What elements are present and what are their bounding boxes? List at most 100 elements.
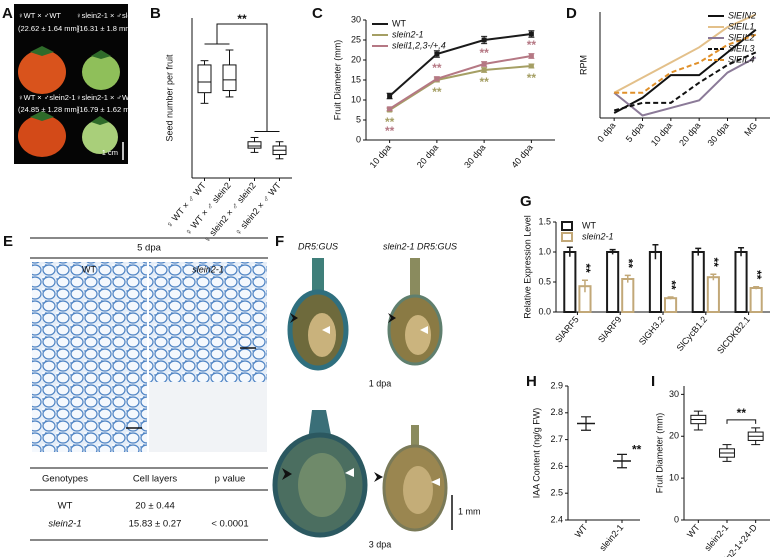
ovule-region [308,313,336,357]
significance: ** [579,264,593,274]
error-bar [753,286,760,290]
ovule-region [298,453,346,517]
table-header: Cell layers [133,474,178,485]
legend-label: WT [582,220,596,230]
x-tick-label: 0 dpa [595,120,617,144]
x-tick-label: 30 dpa [462,142,487,170]
series-line [613,13,757,94]
bar [706,276,720,314]
y-axis-label: IAA Content (ng/g FW) [531,408,541,499]
panel-letter: F [275,233,284,250]
y-tick-label: 20 [351,54,361,64]
significance: ** [750,270,764,280]
marker [387,93,393,99]
significance: ** [479,75,489,89]
ovule-region [405,315,431,355]
arrowhead [374,472,383,482]
x-tick-label: ♀ slein2 × ♂ WT [233,180,284,238]
error-bar [624,274,631,283]
calyx [30,46,54,56]
table-cell: WT [58,501,73,512]
marker [528,31,534,37]
bar [664,297,678,314]
error-bar [617,453,627,469]
legend-label: SlEIL2 [728,32,755,42]
bar [621,278,635,313]
x-tick-label: WT [573,522,590,540]
legend-label: sleil1,2,3-/+,4 [392,40,446,50]
table-cell: slein2-1 [48,519,81,530]
marker [434,51,440,57]
cross-label: ♀WT × ♂WT [18,11,61,20]
panel-letter: I [651,373,655,390]
legend-label: SlEIL4 [728,54,755,64]
x-tick-label: 5 dpa [624,120,646,144]
bar [648,251,663,313]
section-image [32,262,147,452]
panel-letter: H [526,373,537,390]
y-tick-label: 2.4 [550,514,563,524]
error-bar [652,244,659,260]
x-tick-label: 30 dpa [705,120,730,148]
series-line [614,33,757,94]
stem [312,258,324,296]
x-tick-label: SlGH3.2 [637,314,667,346]
panel-letter: C [312,5,323,22]
significance: ** [664,280,678,290]
x-tick-label: SlCDKB2.1 [715,314,752,355]
y-tick-label: 30 [351,14,361,24]
box [247,141,262,149]
stem [410,258,420,296]
legend-label: SlEIL3 [728,43,755,53]
arrowhead [388,313,396,323]
significance: ** [432,85,442,99]
table-cell: 20 ± 0.44 [135,501,175,512]
marker [387,106,393,112]
fruit [82,54,120,90]
calyx [91,116,109,125]
marker [528,63,534,69]
panel-a: 1 cm ♀WT × ♂WT (22.62 ± 1.64 mm) ♀slein2… [14,4,148,164]
y-tick-label: 2.6 [550,461,563,471]
y-tick-label: 20 [669,431,679,441]
significance-bracket [726,419,757,424]
x-tick-label: 10 dpa [368,142,393,170]
significance: ** [622,259,636,269]
y-tick-label: 0.0 [538,306,551,316]
arrowhead [290,313,298,323]
significance: ** [432,61,442,75]
bar [563,251,577,313]
y-tick-label: 30 [669,389,679,399]
bar [749,287,763,313]
y-tick-label: 2.9 [550,380,563,390]
panel-letter: B [150,5,161,22]
stage-label: 3 dpa [369,539,392,549]
fruit [82,120,118,154]
y-tick-label: 0 [356,134,361,144]
fruit-size: (22.62 ± 1.64 mm) [18,24,80,33]
error-bar [695,247,702,256]
x-tick-label: SlCycB1.2 [674,314,709,353]
y-tick-label: 10 [669,473,679,483]
arrowhead [322,326,330,334]
fruit [18,50,66,94]
marker [481,67,487,73]
series-line [389,65,532,111]
series-line [388,33,532,97]
table-cell: < 0.0001 [211,519,248,530]
significance: ** [237,12,247,26]
cross-label: ♀slein2-1 × ♂WT [76,93,134,102]
arrowhead [420,326,428,334]
y-axis-label: Fruit Diameter (mm) [654,413,664,494]
y-tick-label: 0 [674,514,679,524]
y-tick-label: 25 [351,34,361,44]
legend-swatch [561,221,573,231]
y-tick-label: 1.5 [538,216,551,226]
y-tick-label: 2.5 [550,488,563,498]
panel-e: 5 dpa WT slein2-1 Genotypes Cell layers … [30,237,268,541]
legend-label: SlEIN2 [728,10,756,20]
bar [606,251,620,313]
significance: ** [385,115,395,129]
y-axis-label: Relative Expression Level [522,215,532,319]
y-axis-label: RPM [578,55,588,75]
